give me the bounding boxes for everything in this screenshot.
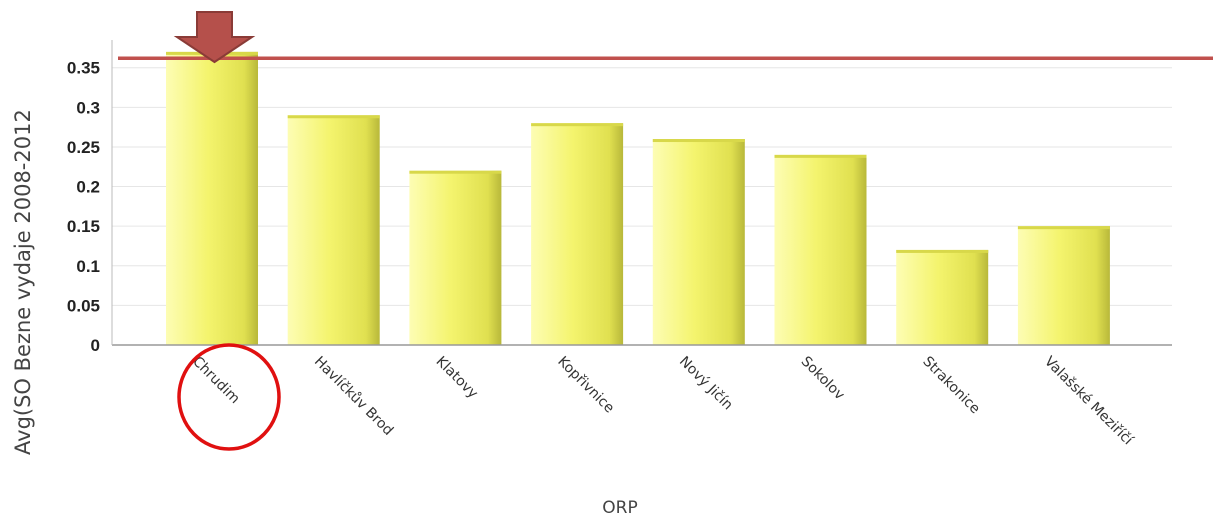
highlight-circle: [177, 343, 281, 451]
y-axis-title: Avg(SO Bezne vydaje 2008-2012: [11, 109, 35, 455]
bar-havlíčkův-brod: [287, 115, 380, 346]
x-tick-label: Valašské Meziříčí: [1041, 354, 1137, 450]
bar-cap: [1017, 226, 1110, 230]
y-tick-label: 0.25: [67, 138, 100, 157]
bar-cap: [774, 154, 867, 158]
bar-valašské-meziříčí: [1017, 226, 1110, 345]
gridlines: [112, 67, 1172, 306]
x-tick-label: Havlíčkův Brod: [311, 354, 396, 439]
bar-chrudim: [166, 51, 258, 345]
y-tick-label: 0.05: [67, 296, 100, 315]
y-tick-label: 0: [91, 336, 100, 355]
y-tick-labels: 0 0.05 0.1 0.15 0.2 0.25 0.3 0.35: [67, 59, 100, 355]
bar-cap: [531, 123, 624, 127]
bar-cap: [287, 115, 380, 119]
x-tick-label: Sokolov: [798, 354, 848, 404]
y-tick-label: 0.3: [76, 98, 100, 117]
bar-nový-jičín: [652, 139, 745, 345]
x-tick-label: Kopřivnice: [554, 354, 617, 417]
bar-strakonice: [896, 249, 989, 345]
x-tick-label: Klatovy: [433, 354, 481, 402]
bar-kopřivnice: [531, 123, 624, 345]
y-tick-label: 0.35: [67, 59, 100, 78]
y-tick-label: 0.15: [67, 217, 100, 236]
x-tick-label: Strakonice: [919, 354, 983, 418]
y-tick-label: 0.1: [76, 257, 100, 276]
down-arrow-icon: [173, 11, 256, 64]
x-tick-label: Nový Jičín: [676, 354, 736, 414]
x-tick-labels: Chrudim Havlíčkův Brod Klatovy Kopřivnice No…: [189, 354, 1136, 450]
bar-sokolov: [774, 154, 867, 345]
x-axis-title: ORP: [602, 498, 637, 518]
bar-klatovy: [409, 170, 502, 345]
y-tick-label: 0.2: [76, 178, 100, 197]
bars: [166, 51, 1110, 346]
bar-cap: [896, 249, 989, 253]
x-tick-label: Chrudim: [189, 354, 243, 408]
bar-cap: [652, 139, 745, 143]
bar-cap: [409, 170, 502, 174]
